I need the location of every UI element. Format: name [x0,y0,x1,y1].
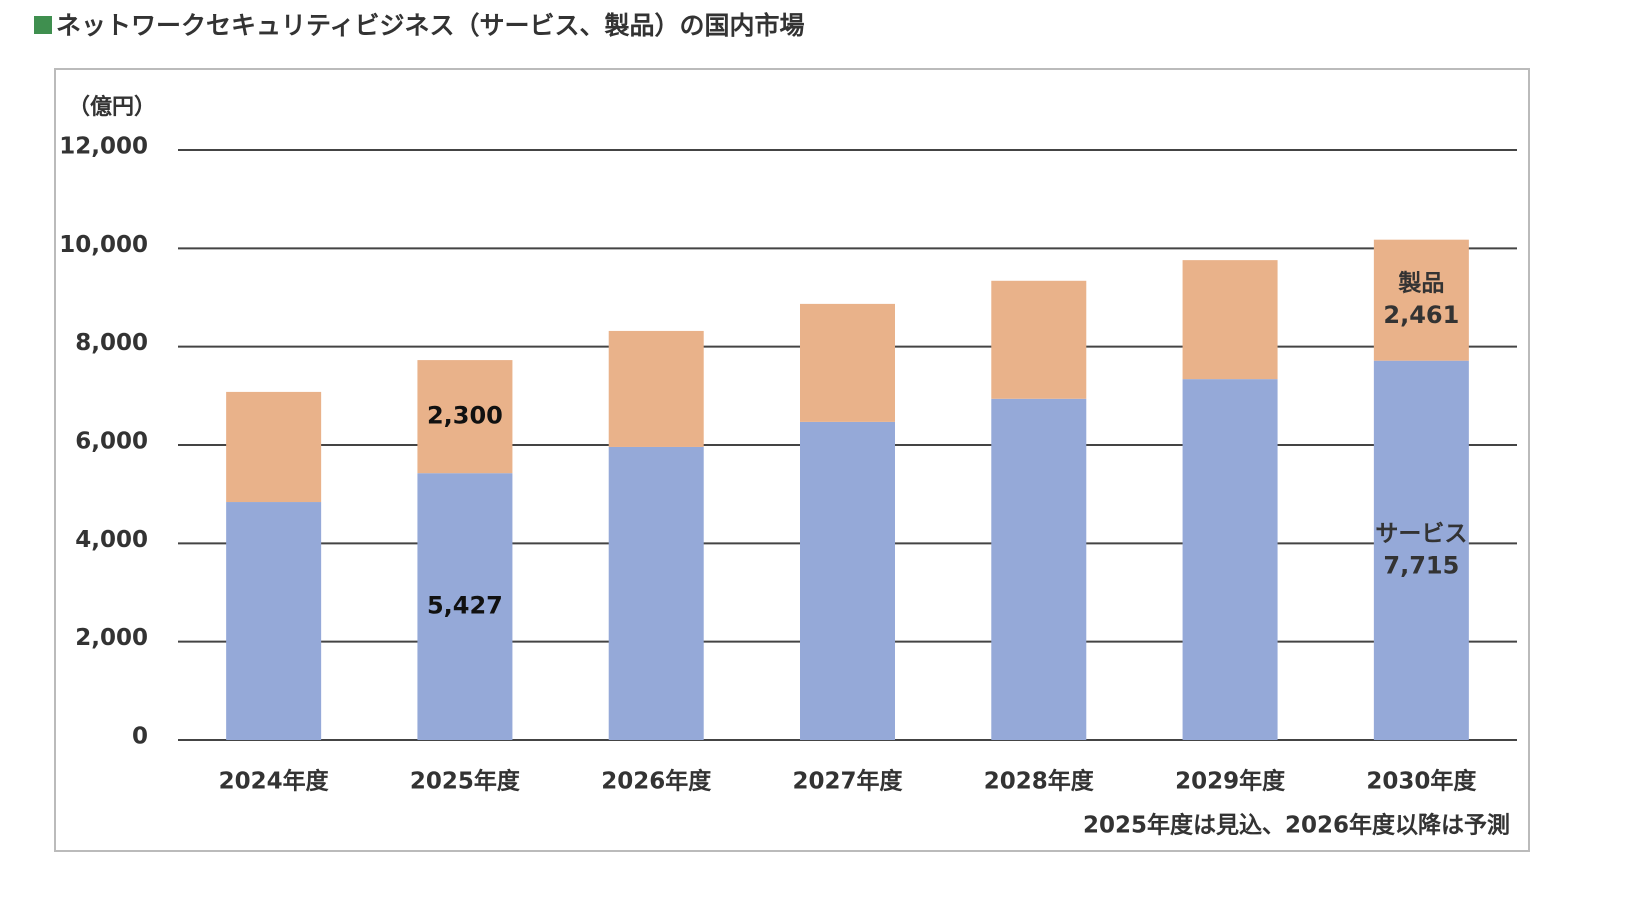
bar-segment [1373,239,1469,361]
x-tick-label: 2024年度 [219,768,330,795]
value-label: 2,300 [427,402,503,430]
bar-segment [991,398,1087,740]
bar-segment [800,303,895,422]
title-marker [34,16,52,34]
series-label: サービス [1375,521,1467,547]
y-tick-label: 4,000 [75,527,148,553]
value-label: 2,461 [1383,301,1459,329]
bar-segment [417,473,513,740]
bar-segment [800,421,895,740]
value-label: 7,715 [1383,551,1459,579]
value-label: 5,427 [427,592,503,620]
y-tick-label: 12,000 [59,134,148,160]
y-axis-label: （億円） [68,94,156,120]
y-tick-label: 2,000 [75,625,148,651]
bar-segment [1182,260,1278,380]
y-tick-label: 10,000 [59,232,148,258]
x-tick-label: 2028年度 [984,768,1095,795]
x-tick-label: 2025年度 [410,768,521,795]
bar-segment [226,502,322,740]
x-tick-label: 2026年度 [601,768,712,795]
bar-segment [608,446,704,740]
y-tick-label: 6,000 [75,429,148,455]
y-tick-label: 0 [132,724,148,750]
bar-segment [417,360,513,474]
bar-segment [226,391,322,503]
x-tick-label: 2030年度 [1366,768,1477,795]
bar-segment [991,280,1087,399]
y-tick-label: 8,000 [75,330,148,356]
bar-segment [1182,379,1278,740]
x-tick-label: 2029年度 [1175,768,1286,795]
annotation: 2025年度は見込、2026年度以降は予測 [1083,812,1510,839]
chart-title: ネットワークセキュリティビジネス（サービス、製品）の国内市場 [56,11,805,40]
bar-segment [608,330,704,447]
x-tick-label: 2027年度 [792,768,903,795]
bar-segment [1373,360,1469,740]
series-label: 製品 [1397,270,1444,297]
